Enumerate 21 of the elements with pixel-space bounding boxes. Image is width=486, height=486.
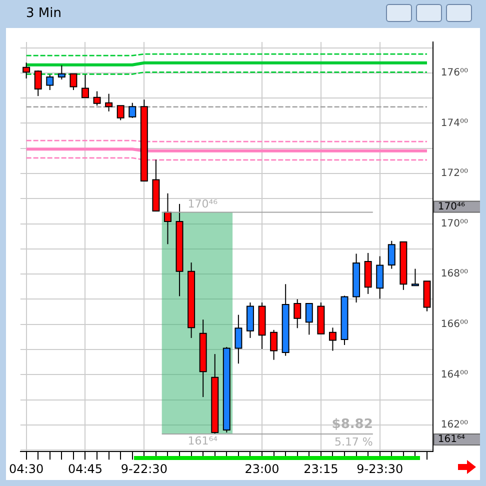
y-tick-label: 168⁰⁰ [440, 268, 468, 280]
y-tick-label: 172⁰⁰ [440, 168, 468, 180]
y-tick-label: 162⁰⁰ [440, 420, 468, 431]
ref-line-label: 170⁴⁶ [188, 198, 218, 211]
text: 170⁴⁶ [438, 201, 466, 212]
annotation: 5.17 % [334, 435, 373, 448]
text: 161⁶⁴ [438, 434, 466, 446]
y-tick-label: 164⁰⁰ [440, 369, 468, 380]
x-tick-label: 9-23:30 [356, 462, 404, 476]
annotation: $8.82 [332, 416, 373, 432]
chart-title: 3 Min [26, 6, 62, 21]
y-tick-label: 174⁰⁰ [440, 118, 468, 129]
x-tick-label: 04:45 [68, 462, 103, 476]
y-tick-label: 170⁰⁰ [440, 218, 468, 230]
x-tick-label: 23:15 [304, 462, 338, 476]
x-tick-label: 9-22:30 [120, 462, 168, 476]
ref-line-label: 161⁶⁴ [188, 434, 218, 448]
y-tick-label: 166⁰⁰ [440, 318, 468, 330]
x-tick-label: 23:00 [244, 462, 280, 476]
y-tick-label: 176⁰⁰ [440, 68, 468, 79]
x-tick-label: 04:30 [9, 462, 44, 476]
